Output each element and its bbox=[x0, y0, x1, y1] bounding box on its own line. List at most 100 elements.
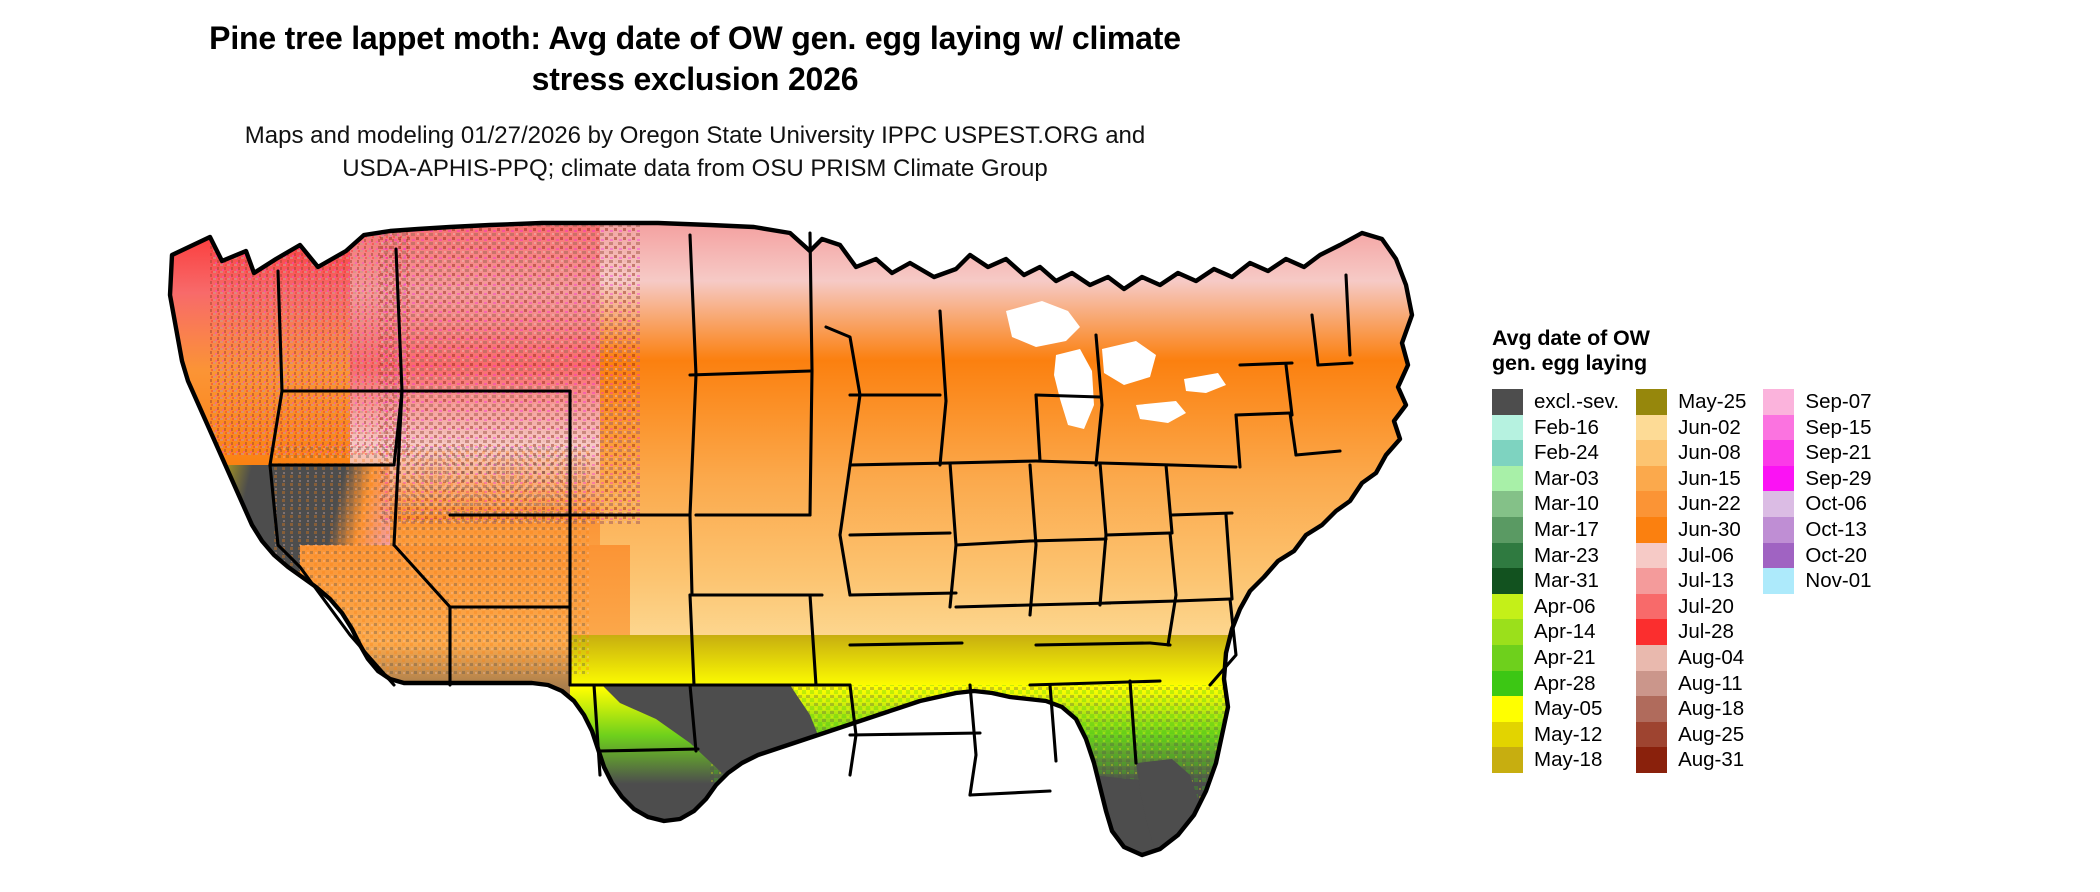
title-block: Pine tree lappet moth: Avg date of OW ge… bbox=[0, 18, 1390, 185]
legend-label: Aug-11 bbox=[1678, 671, 1743, 695]
legend-label: Nov-01 bbox=[1805, 569, 1872, 593]
legend-swatch bbox=[1636, 696, 1668, 722]
legend-swatch bbox=[1492, 644, 1523, 671]
legend-swatch bbox=[1636, 465, 1668, 492]
map-subtitle: Maps and modeling 01/27/2026 by Oregon S… bbox=[244, 122, 1146, 182]
legend-label: Apr-21 bbox=[1534, 645, 1596, 669]
legend-swatch bbox=[1636, 568, 1668, 594]
legend-label: May-18 bbox=[1534, 748, 1603, 772]
legend-label: Jun-08 bbox=[1678, 441, 1741, 465]
legend-label: Mar-03 bbox=[1534, 466, 1599, 490]
legend-swatch bbox=[1492, 721, 1523, 748]
legend-swatch bbox=[1492, 542, 1523, 569]
legend-swatch bbox=[1763, 542, 1795, 569]
legend-label: Sep-07 bbox=[1805, 390, 1872, 413]
legend-swatch bbox=[1763, 389, 1795, 415]
legend-label: Mar-31 bbox=[1534, 569, 1599, 593]
legend-label-stack: Sep-07 Sep-15 Sep-21 Sep-29 Oct-06 Oct-13 Oct-… bbox=[1805, 389, 1871, 594]
legend-swatch bbox=[1492, 568, 1523, 594]
legend-swatch-stack bbox=[1636, 389, 1668, 773]
legend-swatch bbox=[1636, 414, 1668, 441]
legend-label: May-05 bbox=[1534, 697, 1603, 721]
legend-label: Feb-24 bbox=[1534, 441, 1599, 465]
legend-label: Jun-22 bbox=[1678, 492, 1741, 516]
legend-label: Feb-16 bbox=[1534, 415, 1599, 439]
legend-label: Aug-31 bbox=[1678, 748, 1745, 772]
legend-label: Jul-20 bbox=[1678, 594, 1734, 618]
legend-swatch bbox=[1492, 593, 1523, 620]
legend-swatch bbox=[1763, 568, 1795, 594]
legend-swatch bbox=[1763, 465, 1795, 492]
legend-label: Apr-28 bbox=[1534, 671, 1596, 695]
national-boundary bbox=[167, 220, 1415, 858]
legend-label: Mar-17 bbox=[1534, 517, 1599, 541]
legend-label: Aug-04 bbox=[1678, 645, 1745, 669]
legend-swatch bbox=[1763, 516, 1795, 543]
legend-label: Jun-02 bbox=[1678, 415, 1741, 439]
legend-label: May-25 bbox=[1678, 390, 1747, 413]
legend-columns: excl.-sev. Feb-16 Feb-24 Mar-03 Mar-10 Mar-17… bbox=[1492, 389, 2072, 773]
legend-label: Jun-30 bbox=[1678, 517, 1741, 541]
legend-swatch-stack bbox=[1492, 389, 1523, 773]
legend-swatch-stack bbox=[1763, 389, 1795, 594]
legend-label: Jul-06 bbox=[1678, 543, 1734, 567]
legend-swatch bbox=[1636, 389, 1668, 415]
legend-label: May-12 bbox=[1534, 722, 1603, 746]
legend-label: Apr-14 bbox=[1534, 620, 1596, 644]
legend-swatch bbox=[1636, 747, 1668, 773]
lake-michigan bbox=[1054, 349, 1094, 429]
legend-label: Apr-06 bbox=[1534, 594, 1596, 618]
legend-label: Jul-13 bbox=[1678, 569, 1734, 593]
page-title: Pine tree lappet moth: Avg date of OW ge… bbox=[209, 20, 1181, 97]
legend-label: Oct-20 bbox=[1805, 543, 1867, 567]
legend-swatch bbox=[1492, 440, 1523, 466]
legend-swatch bbox=[1492, 389, 1523, 415]
legend-swatch bbox=[1636, 516, 1668, 543]
us-climate-map bbox=[150, 215, 1480, 875]
legend-swatch bbox=[1636, 542, 1668, 569]
legend-swatch bbox=[1636, 670, 1668, 697]
legend-swatch bbox=[1636, 644, 1668, 671]
legend-swatch bbox=[1492, 696, 1523, 722]
legend-swatch bbox=[1636, 440, 1668, 466]
legend-label: Sep-15 bbox=[1805, 415, 1872, 439]
legend-label: Oct-13 bbox=[1805, 517, 1867, 541]
legend-swatch bbox=[1636, 491, 1668, 517]
legend-column-1: excl.-sev. Feb-16 Feb-24 Mar-03 Mar-10 Mar-17… bbox=[1492, 389, 1619, 773]
legend-title: Avg date of OW gen. egg laying bbox=[1492, 326, 1650, 375]
lake-erie bbox=[1136, 401, 1186, 423]
legend-label-stack: May-25 Jun-02 Jun-08 Jun-15 Jun-22 Jun-30 Jul-… bbox=[1678, 389, 1746, 773]
legend-swatch bbox=[1492, 619, 1523, 645]
legend-swatch bbox=[1636, 593, 1668, 620]
legend-label: Oct-06 bbox=[1805, 492, 1867, 516]
us-map-svg bbox=[150, 215, 1480, 875]
legend-label: Sep-29 bbox=[1805, 466, 1872, 490]
legend-swatch bbox=[1763, 491, 1795, 517]
legend-label: Mar-23 bbox=[1534, 543, 1599, 567]
legend-label: Sep-21 bbox=[1805, 441, 1872, 465]
lake-ontario bbox=[1184, 373, 1226, 393]
legend-label: excl.-sev. bbox=[1534, 390, 1620, 413]
map-legend: Avg date of OW gen. egg laying excl.-sev… bbox=[1492, 326, 2072, 773]
legend-label: Jun-15 bbox=[1678, 466, 1741, 490]
legend-swatch bbox=[1492, 747, 1523, 773]
legend-swatch bbox=[1492, 414, 1523, 441]
legend-swatch bbox=[1636, 721, 1668, 748]
legend-swatch bbox=[1492, 465, 1523, 492]
legend-label: Mar-10 bbox=[1534, 492, 1599, 516]
legend-label: Aug-18 bbox=[1678, 697, 1745, 721]
lake-huron bbox=[1102, 341, 1156, 385]
legend-label: Jul-28 bbox=[1678, 620, 1734, 644]
legend-label-stack: excl.-sev. Feb-16 Feb-24 Mar-03 Mar-10 Mar-17… bbox=[1534, 389, 1619, 773]
legend-swatch bbox=[1492, 491, 1523, 517]
legend-swatch bbox=[1492, 670, 1523, 697]
legend-column-3: Sep-07 Sep-15 Sep-21 Sep-29 Oct-06 Oct-13 Oct-… bbox=[1763, 389, 1872, 594]
legend-swatch bbox=[1763, 414, 1795, 441]
legend-swatch bbox=[1763, 440, 1795, 466]
state-boundaries bbox=[268, 231, 1354, 797]
legend-swatch bbox=[1492, 516, 1523, 543]
legend-swatch bbox=[1636, 619, 1668, 645]
legend-label: Aug-25 bbox=[1678, 722, 1745, 746]
legend-column-2: May-25 Jun-02 Jun-08 Jun-15 Jun-22 Jun-30 Jul-… bbox=[1636, 389, 1746, 773]
